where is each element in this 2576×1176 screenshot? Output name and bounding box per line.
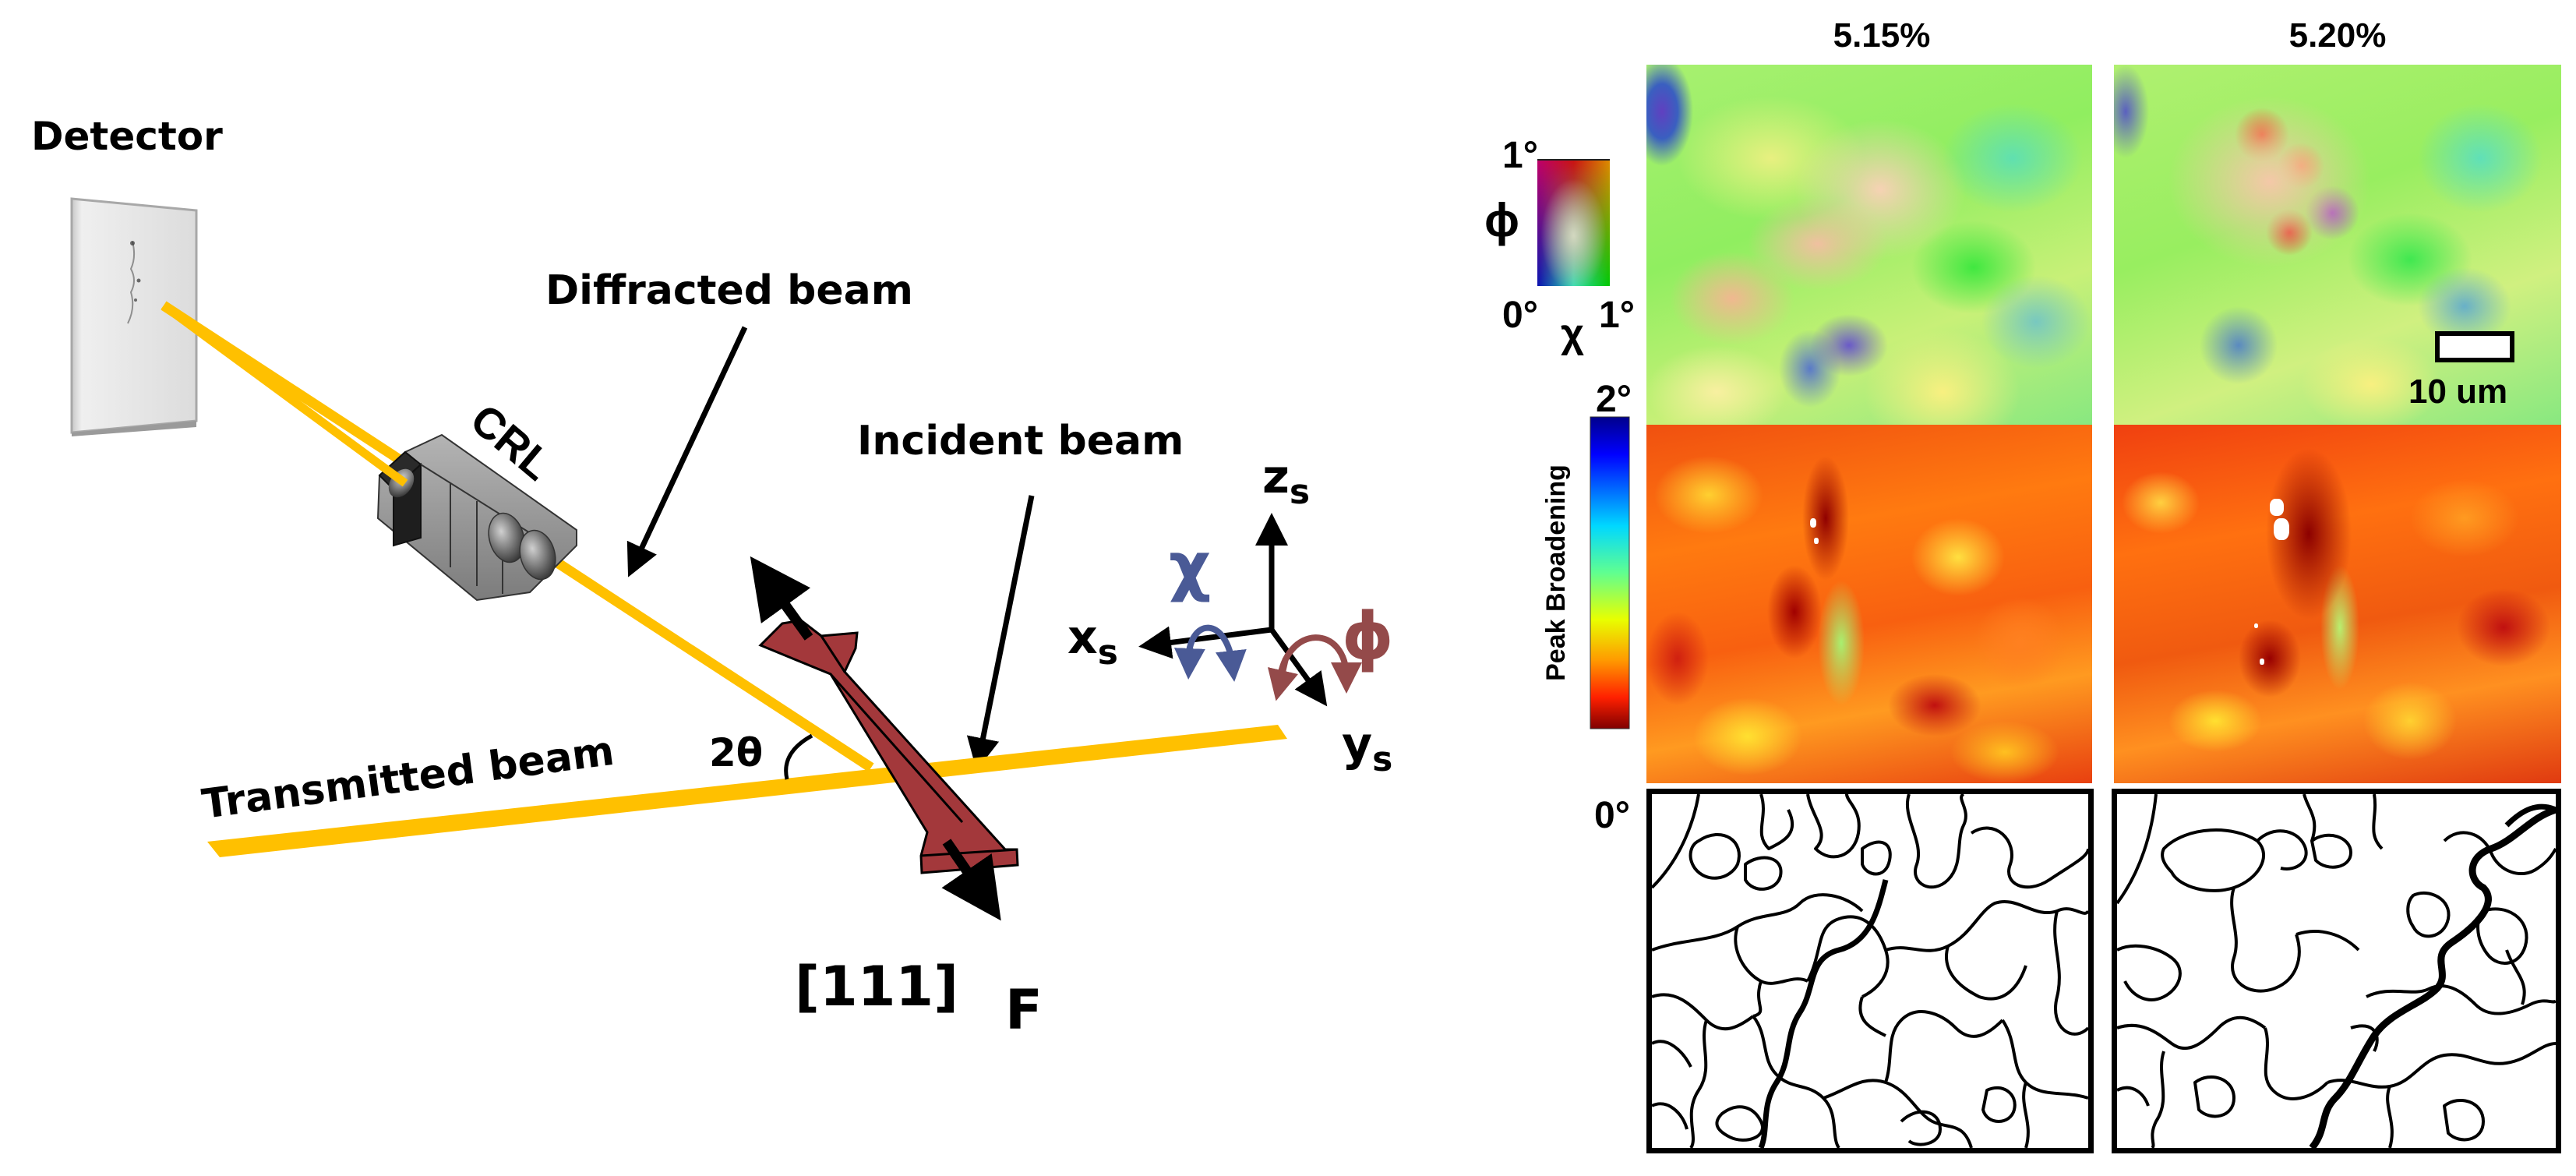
diffracted-beam-label: Diffracted beam: [545, 267, 913, 314]
two-theta-arc: [784, 733, 813, 780]
grain-boundary-map-5-15: [1646, 789, 2094, 1153]
orientation-map-5-15: [1646, 65, 2092, 425]
orientation-map-5-20: 10 um: [2114, 65, 2561, 425]
load-arrow-up: [750, 556, 813, 641]
detector-label: Detector: [31, 114, 223, 159]
legend-chi-max: 1°: [1599, 295, 1635, 336]
legend-phi-max: 1°: [1502, 135, 1538, 176]
column-strain-label: 5.20%: [2289, 16, 2387, 55]
axis-z-label: zs: [1262, 450, 1310, 512]
axis-x-label: xs: [1067, 610, 1118, 673]
scale-bar: [2435, 331, 2514, 362]
phi-symbol: ϕ: [1342, 598, 1394, 674]
grain-boundary-map-5-20: [2112, 789, 2561, 1153]
detector-icon: [70, 197, 198, 436]
crl-lens-icon: [161, 302, 577, 602]
tensile-sample-icon: [758, 619, 1019, 874]
load-arrow-down-f: [941, 839, 1001, 921]
axis-y-label: ys: [1342, 717, 1392, 779]
colorbar-title: Peak Broadening: [1541, 464, 1571, 681]
diffracted-beam-pointer-arrow: [626, 326, 748, 577]
transmitted-beam-ray: [207, 725, 1287, 857]
legend-origin: 0°: [1502, 295, 1538, 336]
orientation-color-legend: [1537, 159, 1610, 286]
peak-broadening-map-5-20: [2114, 425, 2561, 783]
colorbar-max-label: 2°: [1596, 379, 1632, 420]
peak-broadening-colorbar: [1590, 416, 1630, 729]
legend-chi-axis: χ: [1561, 311, 1584, 356]
sample-coordinate-axes: [1138, 513, 1362, 707]
miller-index-label: [111]: [795, 955, 958, 1019]
peak-broadening-map-5-15: [1646, 425, 2092, 783]
column-strain-label: 5.15%: [1833, 16, 1931, 55]
force-label: F: [1005, 978, 1043, 1042]
colorbar-min-label: 0°: [1594, 795, 1630, 836]
phi-rotation-arrow-icon: [1276, 634, 1362, 694]
incident-beam-pointer-arrow: [966, 495, 1035, 771]
chi-symbol: χ: [1169, 528, 1211, 604]
legend-phi-axis: ϕ: [1484, 194, 1519, 246]
two-theta-label: 2θ: [709, 730, 763, 775]
scale-bar-label: 10 um: [2408, 373, 2508, 411]
incident-beam-label: Incident beam: [857, 418, 1184, 464]
